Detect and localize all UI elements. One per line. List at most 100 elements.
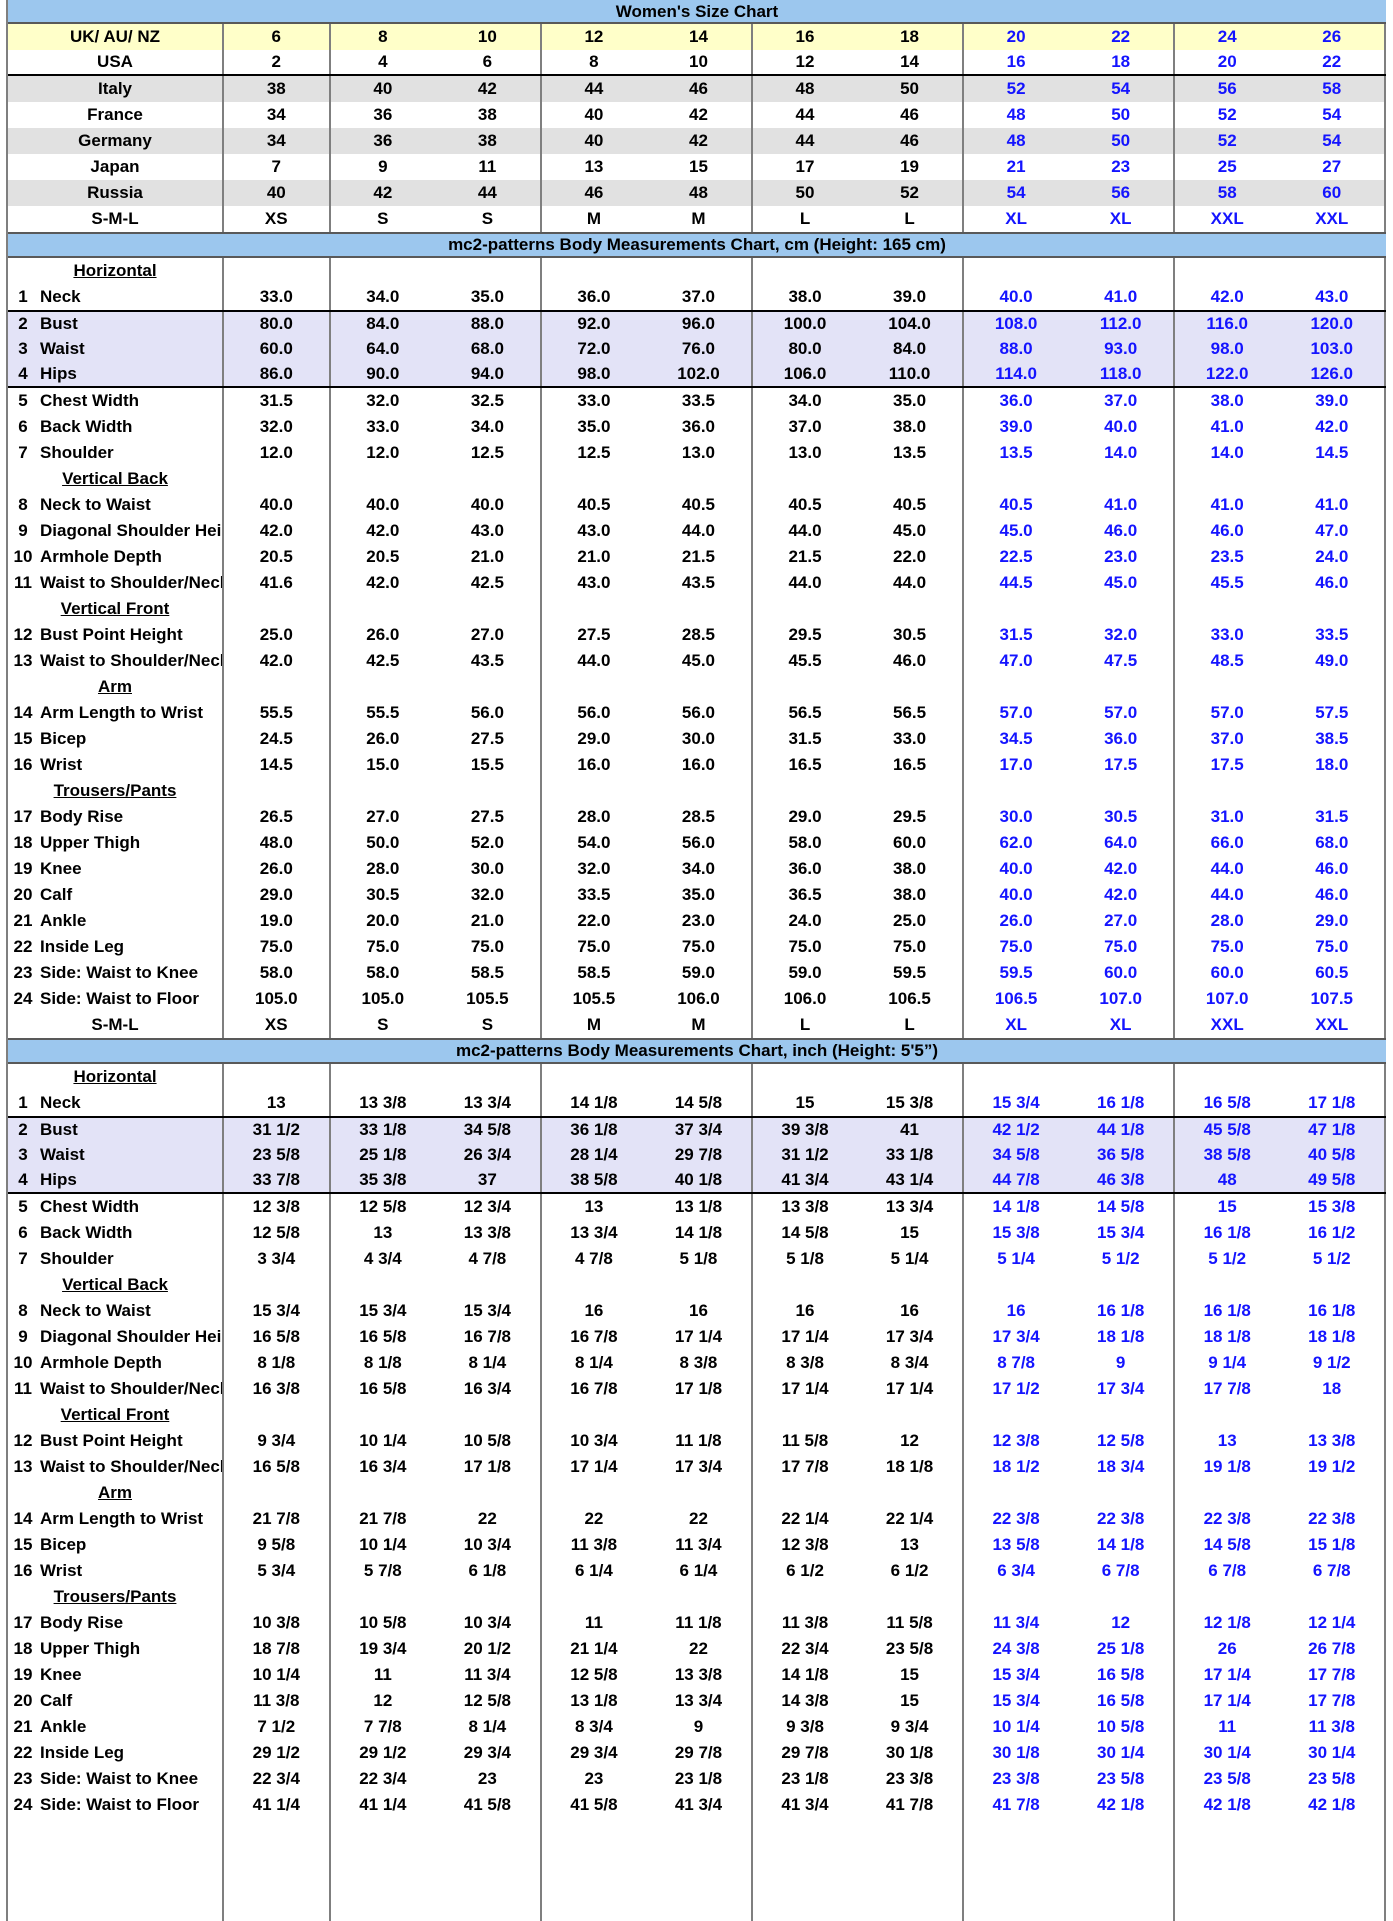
value-cell: 13 bbox=[224, 1090, 331, 1116]
value-cell: 14 3/8 bbox=[781, 1691, 829, 1710]
value-cell: 15 3/4 bbox=[992, 1691, 1040, 1710]
value-cell: 16 7/8 bbox=[435, 1324, 542, 1350]
value-cell bbox=[964, 1480, 1069, 1506]
filler-label-cell bbox=[8, 1818, 224, 1921]
value-cell bbox=[224, 466, 331, 492]
table-row: 16 Wrist 14.5 15.0 15.5 16.0 16.0 16.5 16.5 17.0 1… bbox=[8, 752, 1387, 778]
value-cell: 11 5/8 bbox=[857, 1610, 964, 1636]
value-cell bbox=[753, 1584, 858, 1610]
row-number: 5 bbox=[18, 391, 28, 410]
table-row: 4 Hips 33 7/8 35 3/8 37 38 5/8 40 1/8 41 3/4 43 … bbox=[8, 1168, 1387, 1194]
value-cell: 42 bbox=[646, 128, 753, 154]
row-label-text: Wrist bbox=[40, 1561, 83, 1580]
value-cell: 105.5 bbox=[572, 989, 616, 1008]
row-label: 4 Hips bbox=[8, 1168, 224, 1192]
row-label-text: Vertical Front bbox=[60, 599, 170, 618]
value-cell: 59.0 bbox=[646, 960, 753, 986]
value-cell: 40.5 bbox=[999, 495, 1033, 514]
value-cell bbox=[542, 596, 647, 622]
value-cell: 59.0 bbox=[788, 963, 822, 982]
row-label-text: Bicep bbox=[40, 1535, 87, 1554]
value-cell: 41.0 bbox=[1279, 492, 1387, 518]
row-label-text: Calf bbox=[40, 885, 73, 904]
row-number: 7 bbox=[18, 443, 28, 462]
value-cell: 12 bbox=[584, 27, 604, 46]
value-cell: 23 bbox=[1068, 154, 1175, 180]
row-label-text: Inside Leg bbox=[40, 937, 125, 956]
row-number: 22 bbox=[13, 1743, 33, 1762]
value-cell: 14.5 bbox=[224, 752, 331, 778]
value-cell bbox=[646, 1584, 753, 1610]
value-cell: 12 bbox=[373, 1691, 393, 1710]
value-cell: 40 bbox=[373, 79, 393, 98]
value-cell: 36.0 bbox=[577, 287, 611, 306]
value-cell bbox=[857, 596, 964, 622]
value-cell: 42 1/2 bbox=[992, 1120, 1040, 1139]
filler-cell bbox=[753, 1818, 858, 1921]
value-cell bbox=[224, 596, 331, 622]
table-row: 8 Neck to Waist 15 3/4 15 3/4 15 3/4 16 16 16 16… bbox=[8, 1298, 1387, 1324]
value-cell: 15 bbox=[857, 1688, 964, 1714]
row-label: 20 Calf bbox=[8, 882, 224, 908]
row-label-text: Arm bbox=[97, 677, 132, 696]
value-cell: 96.0 bbox=[646, 312, 753, 336]
row-label-text: Neck to Waist bbox=[40, 495, 151, 514]
row-number: 24 bbox=[13, 989, 33, 1008]
value-cell: 39.0 bbox=[999, 417, 1033, 436]
row-label-text: UK/ AU/ NZ bbox=[69, 27, 161, 46]
row-number: 16 bbox=[13, 755, 33, 774]
value-cell bbox=[1175, 674, 1280, 700]
value-cell: 45.0 bbox=[1068, 570, 1175, 596]
value-cell: 13 bbox=[1217, 1431, 1237, 1450]
value-cell bbox=[1068, 1480, 1175, 1506]
row-label: Trousers/Pants bbox=[8, 1584, 224, 1610]
value-cell: 4 3/4 bbox=[363, 1249, 402, 1268]
value-cell: 30 1/8 bbox=[857, 1740, 964, 1766]
row-label: 19 Knee bbox=[8, 856, 224, 882]
value-cell: 42.0 bbox=[1210, 287, 1244, 306]
row-label-text: Back Width bbox=[40, 417, 133, 436]
value-cell: S bbox=[377, 209, 389, 228]
value-cell: 42 1/8 bbox=[1068, 1792, 1175, 1818]
value-cell bbox=[1175, 596, 1280, 622]
value-cell: 64.0 bbox=[366, 339, 400, 358]
value-cell: 34.0 bbox=[366, 287, 400, 306]
row-label-text: Waist bbox=[40, 339, 85, 358]
row-number: 5 bbox=[18, 1197, 28, 1216]
row-number: 20 bbox=[13, 1691, 33, 1710]
row-label: Vertical Back bbox=[8, 466, 224, 492]
value-cell bbox=[857, 778, 964, 804]
row-label: Horizontal bbox=[8, 1064, 224, 1090]
value-cell: 56.0 bbox=[646, 830, 753, 856]
value-cell: 17 1/8 bbox=[646, 1376, 753, 1402]
value-cell: 5 1/4 bbox=[857, 1246, 964, 1272]
value-cell: 47 1/8 bbox=[1279, 1118, 1387, 1142]
row-label: 21 Ankle bbox=[8, 908, 224, 934]
row-label: 22 Inside Leg bbox=[8, 1740, 224, 1766]
value-cell: 40.0 bbox=[366, 495, 400, 514]
value-cell: 8 3/8 bbox=[646, 1350, 753, 1376]
value-cell: 16 1/2 bbox=[1279, 1220, 1387, 1246]
value-cell: 15 3/4 bbox=[1068, 1220, 1175, 1246]
value-cell: 34 bbox=[224, 102, 331, 128]
value-cell: 30 1/4 bbox=[1279, 1740, 1387, 1766]
value-cell bbox=[331, 1584, 436, 1610]
value-cell: 40.5 bbox=[577, 495, 611, 514]
value-cell: 75.0 bbox=[646, 934, 753, 960]
value-cell: 30.5 bbox=[857, 622, 964, 648]
value-cell: 38.0 bbox=[857, 882, 964, 908]
value-cell: 31 1/2 bbox=[781, 1145, 829, 1164]
value-cell: 58.5 bbox=[577, 963, 611, 982]
empty-footer-grid bbox=[8, 1818, 1387, 1921]
value-cell: 9 1/2 bbox=[1279, 1350, 1387, 1376]
value-cell: 29.5 bbox=[857, 804, 964, 830]
value-cell: 13 5/8 bbox=[992, 1535, 1040, 1554]
value-cell: 13 3/8 bbox=[646, 1662, 753, 1688]
value-cell: 48 bbox=[1217, 1170, 1237, 1189]
value-cell: 18.0 bbox=[1279, 752, 1387, 778]
value-cell: 10 bbox=[435, 24, 542, 50]
value-cell bbox=[1175, 778, 1280, 804]
value-cell: 25.0 bbox=[224, 622, 331, 648]
table-row: 12 Bust Point Height 25.0 26.0 27.0 27.5 28.5 2… bbox=[8, 622, 1387, 648]
